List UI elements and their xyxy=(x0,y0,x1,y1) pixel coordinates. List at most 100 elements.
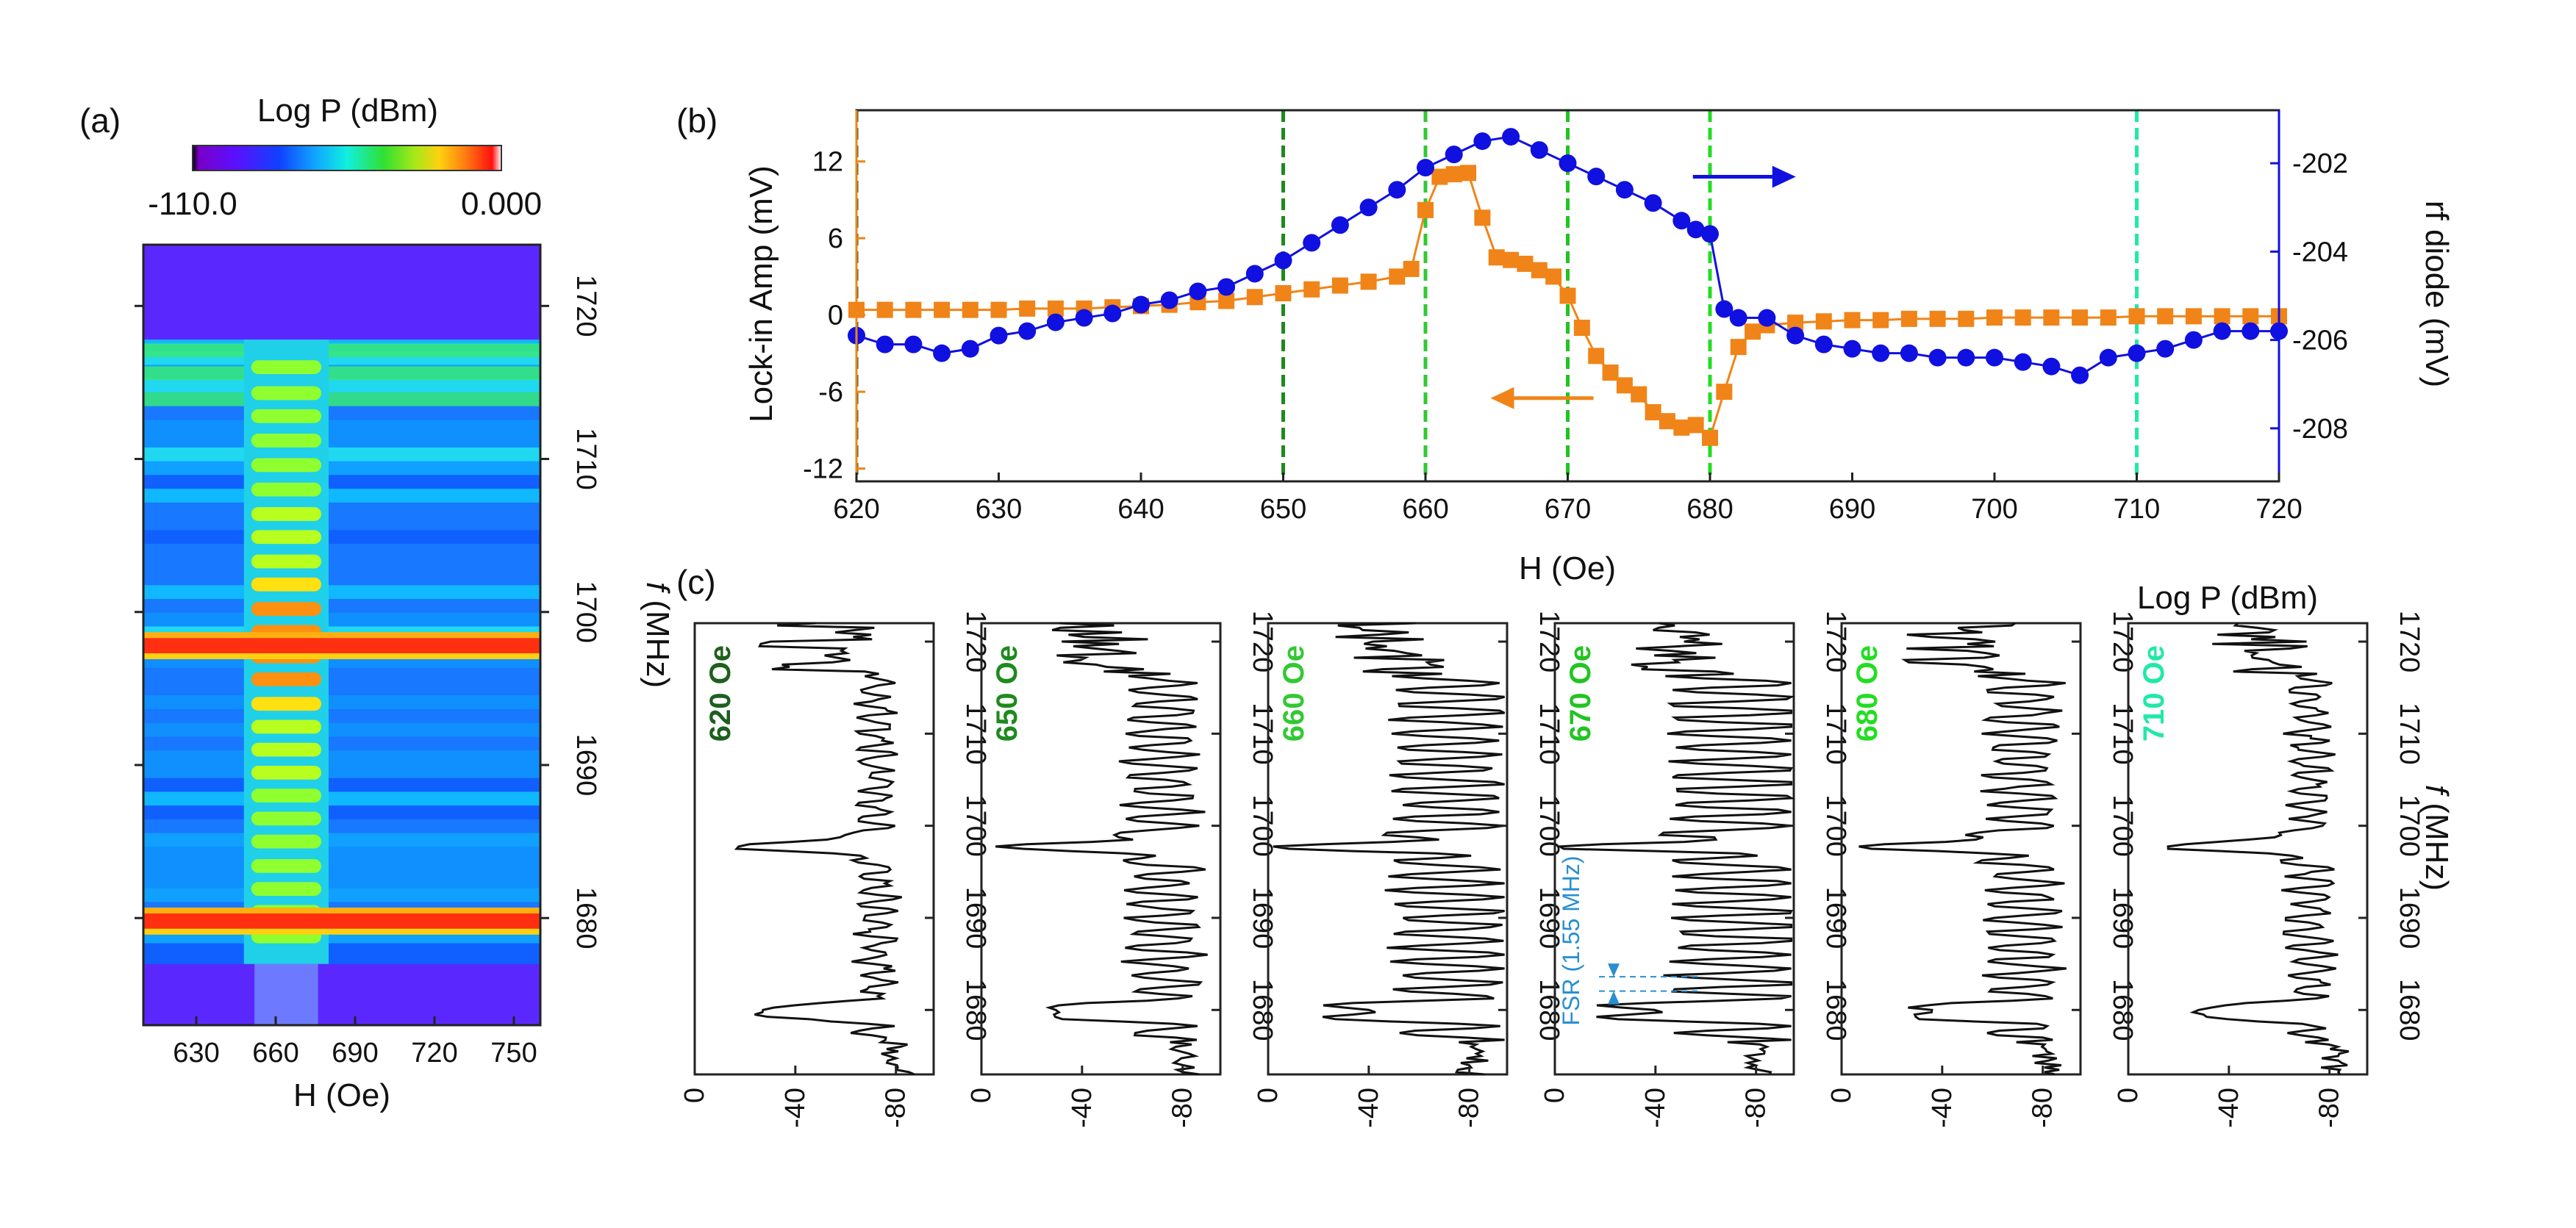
y-tick-label: 1710 xyxy=(1247,703,1278,765)
lockin-point xyxy=(2043,309,2060,326)
x-tick-label: 750 xyxy=(490,1038,537,1069)
heatmap-band xyxy=(143,681,540,696)
field-label: 680 Oe xyxy=(1851,645,1883,742)
heatmap-upper-band xyxy=(143,343,540,358)
spectrum-frame xyxy=(1840,622,2082,1076)
heatmap-band xyxy=(143,860,540,875)
x-tick-label: 0 xyxy=(1539,1088,1570,1103)
rf-diode-point xyxy=(1986,348,2003,367)
heatmap-mode-line xyxy=(251,507,321,521)
lockin-point xyxy=(1460,165,1477,182)
y-tick-label: 1680 xyxy=(2107,979,2138,1041)
panel-b-left-y-axis: -12 -6 0 6 12 xyxy=(803,147,865,485)
rf-diode-point xyxy=(1132,295,1150,314)
heatmap-band xyxy=(143,446,540,462)
spectrum-subplot: 0 -40 -80 1680 1690 1700 1710 1720 670 Oe xyxy=(1539,611,1851,1128)
panel-b-x-axis: 620 630 640 650 660 670 680 690 700 710 720 xyxy=(833,473,2303,525)
y-tick-label: 1700 xyxy=(1820,794,1851,857)
rf-diode-point xyxy=(2184,331,2203,349)
panel-c-fsr-annotation: FSR (1.55 MHz) xyxy=(1558,855,1702,1026)
y-tick-label: 1680 xyxy=(960,979,991,1041)
lockin-point xyxy=(1019,300,1036,317)
heatmap-band xyxy=(143,570,540,586)
panel-c-subplots: 0 -40 -80 1680 1690 1700 1710 1720 620 Oe 0 -40 -80… xyxy=(679,611,2425,1128)
x-tick-label: -80 xyxy=(2028,1088,2058,1128)
rf-diode-point xyxy=(1445,146,1463,164)
lockin-point xyxy=(1659,413,1675,430)
heatmap-band xyxy=(143,708,540,723)
lockin-point xyxy=(2128,308,2145,325)
field-label: 650 Oe xyxy=(991,645,1023,742)
y-tick-label: 1680 xyxy=(1247,979,1278,1041)
rf-diode-point xyxy=(1245,265,1264,283)
y-tick-label: 1690 xyxy=(1534,887,1564,949)
rf-diode-point xyxy=(2128,344,2146,362)
lockin-point xyxy=(1900,310,1917,327)
rf-diode-point xyxy=(1928,348,1947,367)
lockin-point xyxy=(1246,289,1263,306)
x-tick-label: 630 xyxy=(976,494,1022,525)
panel-b-x-axis-title: H (Oe) xyxy=(1519,550,1616,586)
heatmap-strong-line-halo xyxy=(143,653,540,659)
y-tick-label: 1680 xyxy=(570,887,601,949)
heatmap-band xyxy=(143,694,540,709)
lockin-point xyxy=(1844,312,1861,328)
heatmap-strong-line xyxy=(143,913,540,929)
x-tick-label: 0 xyxy=(2113,1088,2144,1103)
lockin-point xyxy=(1787,315,1804,331)
y-tick-label: 1680 xyxy=(1820,979,1851,1041)
spectrum-subplot: 0 -40 -80 1680 1690 1700 1710 1720 620 Oe xyxy=(679,611,991,1128)
panel-a-x-axis: 630 660 690 720 750 xyxy=(173,1016,537,1069)
panel-b-arrows xyxy=(1490,165,1796,409)
lockin-point xyxy=(2014,309,2031,326)
lockin-point xyxy=(1360,273,1377,290)
heatmap-band xyxy=(143,543,540,558)
rf-diode-point xyxy=(1615,181,1634,199)
heatmap-band xyxy=(143,501,540,517)
panel-a-label: (a) xyxy=(79,101,121,140)
rf-diode-point xyxy=(1957,348,1975,367)
y-tick-label: 1710 xyxy=(1820,703,1851,765)
lockin-point xyxy=(1745,323,1761,340)
lockin-point xyxy=(1331,277,1348,294)
rf-diode-point xyxy=(1331,216,1349,234)
heatmap-band xyxy=(143,763,540,778)
y-tick-label: 1690 xyxy=(1247,887,1278,949)
field-label: 660 Oe xyxy=(1278,645,1310,742)
heatmap-region-bottom xyxy=(143,963,540,1025)
heatmap-mode-line xyxy=(251,766,321,780)
left-y-tick-label: 12 xyxy=(812,147,843,178)
x-tick-label: 0 xyxy=(966,1088,997,1103)
x-tick-label: -40 xyxy=(2214,1088,2244,1128)
heatmap-band xyxy=(143,750,540,764)
lockin-point xyxy=(1716,384,1733,401)
x-tick-label: 660 xyxy=(252,1038,298,1069)
heatmap-band xyxy=(143,832,540,847)
rf-diode-point xyxy=(2242,322,2260,340)
y-tick-label: 1720 xyxy=(2394,611,2425,673)
rf-diode-point xyxy=(1814,335,1833,353)
x-tick-label: 650 xyxy=(1260,494,1306,525)
rf-diode-point xyxy=(1786,326,1805,345)
heatmap-band xyxy=(143,474,540,489)
field-label: 620 Oe xyxy=(704,645,737,742)
heatmap-mode-line xyxy=(251,360,321,374)
y-tick-label: 1690 xyxy=(960,887,991,949)
heatmap-mode-line xyxy=(251,530,321,545)
lockin-point xyxy=(2100,309,2117,326)
lockin-point xyxy=(905,301,922,318)
panel-b-series xyxy=(848,128,2288,446)
y-tick-label: 1690 xyxy=(570,734,601,797)
x-tick-label: 640 xyxy=(1117,494,1164,525)
x-tick-label: -40 xyxy=(1353,1088,1384,1128)
heatmap-mode-line xyxy=(251,482,321,497)
heatmap-mode-line xyxy=(251,859,321,873)
x-tick-label: 670 xyxy=(1545,494,1591,525)
rf-diode-point xyxy=(2042,357,2061,376)
field-label: 670 Oe xyxy=(1564,645,1597,742)
heatmap-band xyxy=(143,405,540,420)
lockin-point xyxy=(1559,287,1576,304)
panel-a-x-axis-title: H (Oe) xyxy=(293,1077,390,1113)
lockin-point xyxy=(1474,209,1491,226)
